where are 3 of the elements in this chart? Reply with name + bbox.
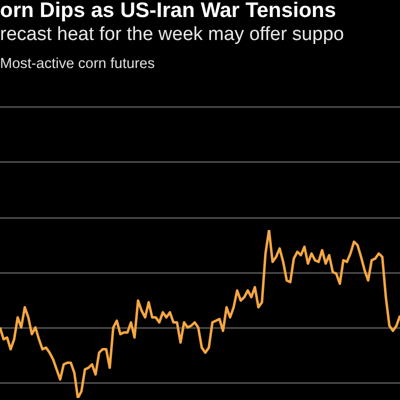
chart-title: orn Dips as US-Iran War Tensions — [0, 0, 336, 23]
text: Most-active corn futures — [0, 56, 155, 72]
chart-subtitle: recast heat for the week may offer suppo — [0, 24, 344, 46]
